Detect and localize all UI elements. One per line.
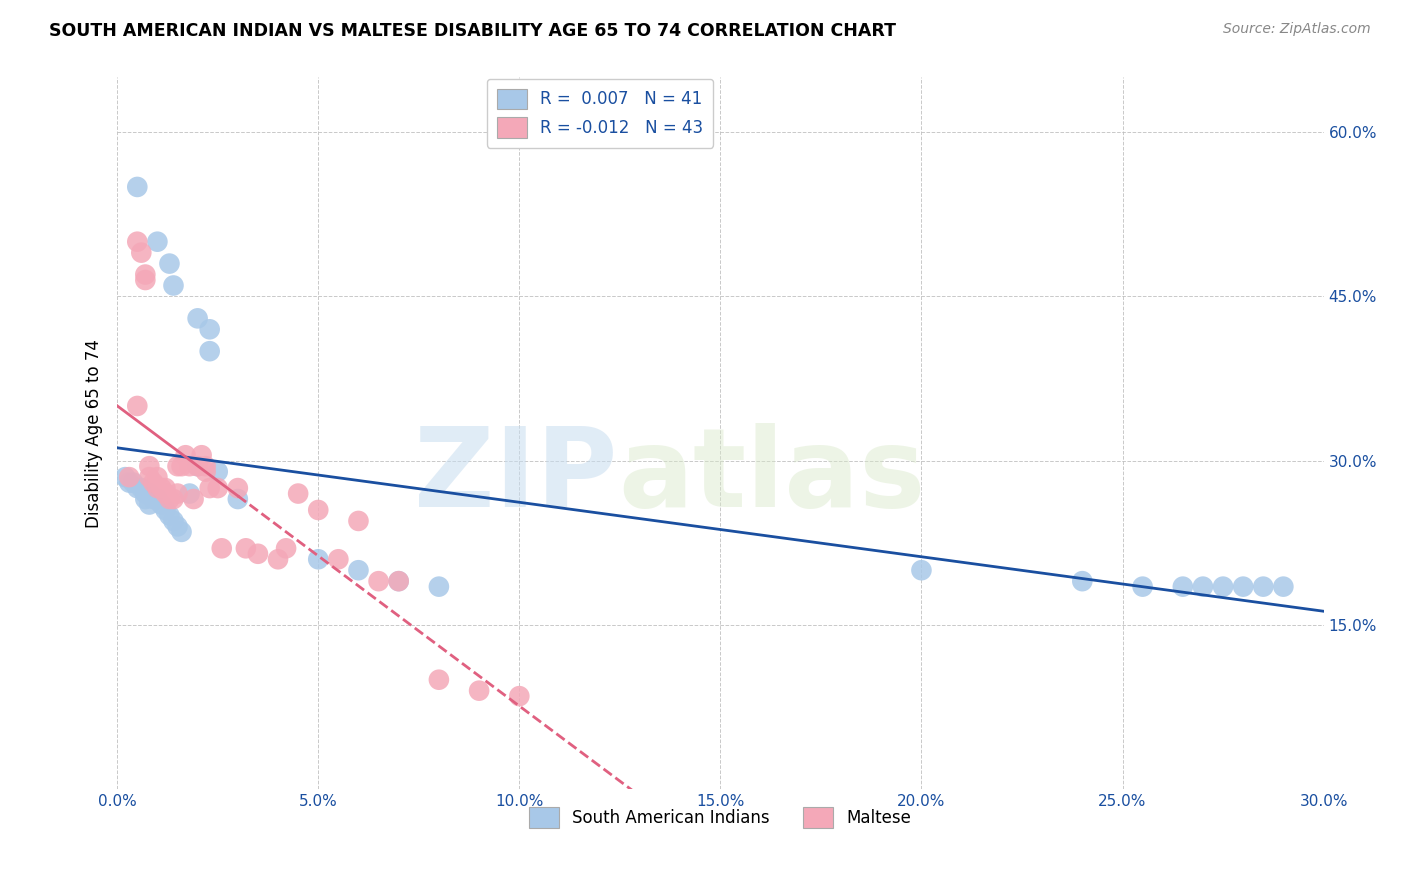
- Point: [166, 486, 188, 500]
- Point: [142, 491, 165, 506]
- Point: [131, 245, 153, 260]
- Point: [162, 278, 184, 293]
- Point: [138, 498, 160, 512]
- Point: [146, 470, 169, 484]
- Point: [910, 563, 932, 577]
- Point: [155, 481, 177, 495]
- Point: [198, 322, 221, 336]
- Point: [159, 508, 181, 523]
- Point: [207, 465, 229, 479]
- Text: atlas: atlas: [617, 423, 925, 530]
- Y-axis label: Disability Age 65 to 74: Disability Age 65 to 74: [86, 339, 103, 528]
- Point: [127, 180, 149, 194]
- Point: [118, 470, 141, 484]
- Point: [155, 486, 177, 500]
- Point: [159, 257, 181, 271]
- Point: [134, 268, 156, 282]
- Point: [388, 574, 411, 589]
- Point: [187, 459, 209, 474]
- Point: [122, 475, 145, 490]
- Point: [367, 574, 389, 589]
- Point: [427, 673, 450, 687]
- Point: [134, 273, 156, 287]
- Point: [235, 541, 257, 556]
- Point: [179, 459, 201, 474]
- Point: [246, 547, 269, 561]
- Point: [146, 491, 169, 506]
- Point: [170, 524, 193, 539]
- Point: [166, 459, 188, 474]
- Point: [131, 481, 153, 495]
- Point: [162, 514, 184, 528]
- Point: [127, 399, 149, 413]
- Point: [1272, 580, 1295, 594]
- Point: [468, 683, 491, 698]
- Point: [162, 491, 184, 506]
- Point: [155, 503, 177, 517]
- Point: [194, 459, 217, 474]
- Point: [118, 475, 141, 490]
- Point: [207, 481, 229, 495]
- Point: [138, 459, 160, 474]
- Point: [307, 503, 329, 517]
- Point: [174, 448, 197, 462]
- Point: [146, 235, 169, 249]
- Point: [194, 465, 217, 479]
- Point: [150, 481, 173, 495]
- Point: [1171, 580, 1194, 594]
- Point: [198, 344, 221, 359]
- Point: [187, 311, 209, 326]
- Point: [307, 552, 329, 566]
- Point: [183, 491, 205, 506]
- Point: [1071, 574, 1094, 589]
- Point: [187, 459, 209, 474]
- Point: [1251, 580, 1274, 594]
- Point: [146, 481, 169, 495]
- Point: [226, 481, 249, 495]
- Point: [267, 552, 290, 566]
- Point: [274, 541, 297, 556]
- Point: [347, 563, 370, 577]
- Point: [1132, 580, 1154, 594]
- Point: [388, 574, 411, 589]
- Point: [170, 459, 193, 474]
- Point: [427, 580, 450, 594]
- Text: ZIP: ZIP: [415, 423, 617, 530]
- Point: [347, 514, 370, 528]
- Point: [508, 689, 530, 703]
- Point: [179, 486, 201, 500]
- Point: [127, 235, 149, 249]
- Point: [328, 552, 350, 566]
- Point: [134, 486, 156, 500]
- Point: [134, 491, 156, 506]
- Point: [138, 470, 160, 484]
- Point: [150, 498, 173, 512]
- Text: SOUTH AMERICAN INDIAN VS MALTESE DISABILITY AGE 65 TO 74 CORRELATION CHART: SOUTH AMERICAN INDIAN VS MALTESE DISABIL…: [49, 22, 896, 40]
- Point: [211, 541, 233, 556]
- Point: [287, 486, 309, 500]
- Point: [127, 481, 149, 495]
- Point: [198, 481, 221, 495]
- Point: [114, 470, 136, 484]
- Point: [166, 519, 188, 533]
- Text: Source: ZipAtlas.com: Source: ZipAtlas.com: [1223, 22, 1371, 37]
- Point: [1192, 580, 1215, 594]
- Point: [138, 486, 160, 500]
- Point: [190, 448, 212, 462]
- Point: [1212, 580, 1234, 594]
- Point: [159, 491, 181, 506]
- Point: [226, 491, 249, 506]
- Point: [1232, 580, 1254, 594]
- Legend: South American Indians, Maltese: South American Indians, Maltese: [523, 801, 918, 834]
- Point: [142, 475, 165, 490]
